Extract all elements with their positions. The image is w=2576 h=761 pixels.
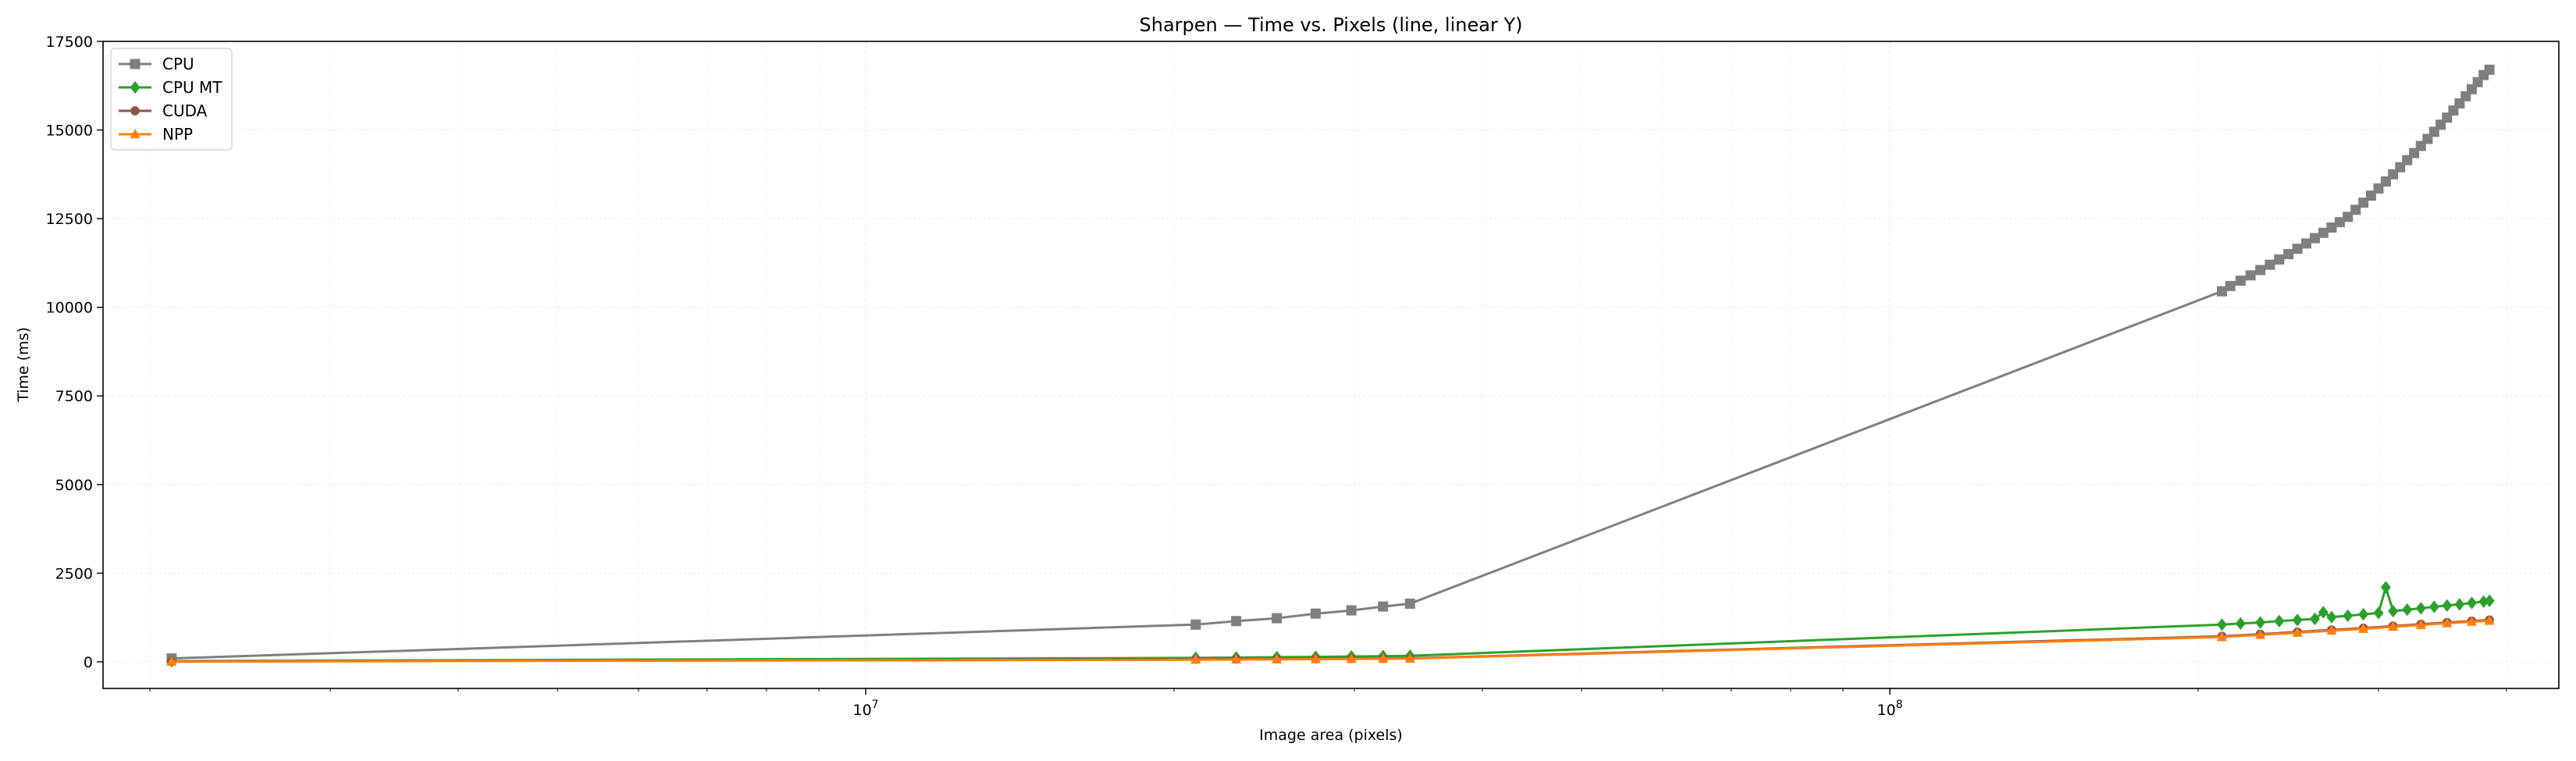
data-point-cpu-mt [2402, 603, 2413, 617]
data-point-cpu [2245, 270, 2256, 281]
data-point-npp [2415, 619, 2426, 629]
data-point-cpu-mt [2274, 614, 2285, 628]
data-point-cpu-mt [2478, 595, 2489, 608]
data-point-npp [2484, 615, 2495, 625]
data-point-cpu-mt [2309, 612, 2320, 626]
data-point-cpu-mt [2428, 600, 2439, 613]
data-point-cpu [2292, 244, 2303, 254]
y-tick-label: 15000 [46, 123, 93, 140]
data-point-cpu-mt [2343, 609, 2354, 623]
data-point-cpu [2283, 249, 2294, 260]
data-point-npp [1378, 653, 1389, 663]
data-point-cpu [2318, 227, 2329, 238]
data-point-npp [1190, 654, 1201, 664]
data-point-cpu-mt [2358, 607, 2369, 621]
data-point-npp [2216, 631, 2227, 642]
x-axis-label: Image area (pixels) [1259, 727, 1403, 744]
data-point-cpu [1346, 605, 1357, 616]
data-point-cpu-mt [2292, 613, 2303, 627]
chart-title: Sharpen — Time vs. Pixels (line, linear … [1140, 14, 1523, 36]
data-point-npp [1272, 653, 1283, 663]
data-point-cpu [1272, 613, 1283, 624]
series-cpu [166, 64, 2495, 664]
data-point-cpu-mt [2373, 606, 2384, 620]
legend-item-cuda: CUDA [119, 101, 208, 120]
data-point-cpu [2484, 64, 2495, 75]
y-tick-label: 12500 [46, 211, 93, 228]
data-point-cpu [2300, 238, 2311, 249]
legend-label-cuda: CUDA [162, 101, 208, 120]
data-point-cpu [2350, 204, 2361, 215]
data-point-npp [2388, 621, 2399, 631]
data-point-npp [1404, 653, 1415, 663]
data-point-cpu-mt [2388, 604, 2399, 618]
x-tick-exponent: 7 [872, 699, 879, 711]
legend-label-cpu-mt: CPU MT [162, 78, 222, 97]
legend-item-cpu: CPU [119, 55, 194, 73]
data-point-npp [2466, 616, 2477, 626]
data-point-cpu [2235, 276, 2246, 286]
data-point-npp [166, 656, 177, 666]
legend-item-cpu-mt: CPU MT [119, 78, 222, 97]
data-point-cpu [1310, 608, 1321, 619]
plot-frame [102, 41, 2560, 689]
y-tick-label: 0 [84, 654, 93, 671]
data-point-cpu [2265, 259, 2275, 270]
data-point-cpu-mt [2484, 594, 2495, 607]
y-tick-label: 2500 [55, 565, 93, 582]
data-point-npp [2442, 617, 2453, 628]
data-point-cpu [2309, 233, 2320, 244]
data-point-cpu [1190, 619, 1201, 630]
y-tick-label: 17500 [46, 34, 93, 51]
data-point-cpu-mt [2466, 596, 2477, 610]
data-point-npp [2255, 629, 2266, 639]
data-point-cpu [2334, 217, 2345, 228]
data-point-cpu [1404, 598, 1415, 609]
legend-item-npp: NPP [119, 125, 193, 144]
data-point-npp [2326, 624, 2337, 635]
data-point-npp [2292, 627, 2303, 637]
data-point-cpu-mt [2442, 599, 2453, 612]
data-point-npp [1346, 653, 1357, 663]
legend-box [110, 48, 233, 151]
data-point-cpu [2343, 212, 2354, 222]
legend-marker-npp [130, 128, 141, 139]
data-point-npp [2358, 623, 2369, 633]
legend-label-npp: NPP [162, 125, 193, 144]
y-tick-label: 10000 [46, 300, 93, 317]
data-point-cpu [1378, 601, 1389, 612]
data-point-cpu-mt [2454, 598, 2465, 611]
legend-label-cpu: CPU [162, 55, 194, 73]
data-point-cpu-mt [2255, 616, 2266, 629]
data-point-cpu-mt [2318, 606, 2329, 619]
y-axis-label: Time (ms) [15, 327, 32, 403]
data-point-cpu-mt [2326, 610, 2337, 624]
legend: CPU CPU MT CUDA NPP [110, 48, 233, 151]
x-tick-exponent: 8 [1896, 699, 1903, 711]
legend-marker-cuda [130, 106, 140, 116]
legend-marker-cpu-mt [130, 80, 141, 94]
legend-marker-cpu [130, 59, 141, 69]
data-point-npp [1231, 653, 1242, 664]
data-point-cpu [1231, 616, 1242, 627]
series-line-npp [171, 619, 2490, 663]
data-point-npp [1310, 653, 1321, 663]
data-point-cpu [2274, 254, 2285, 265]
data-point-cpu [2255, 265, 2266, 276]
data-point-cpu [2326, 222, 2337, 233]
series-npp [166, 615, 2495, 666]
data-point-cpu-mt [2380, 581, 2391, 594]
series-group [166, 64, 2495, 668]
data-point-cpu [2216, 286, 2227, 297]
data-point-cpu-mt [2235, 617, 2246, 630]
data-point-cpu [2225, 280, 2236, 291]
data-point-cpu-mt [2415, 602, 2426, 615]
data-point-cpu-mt [2216, 618, 2227, 631]
y-tick-label: 7500 [55, 388, 93, 405]
y-tick-label: 5000 [55, 477, 93, 494]
